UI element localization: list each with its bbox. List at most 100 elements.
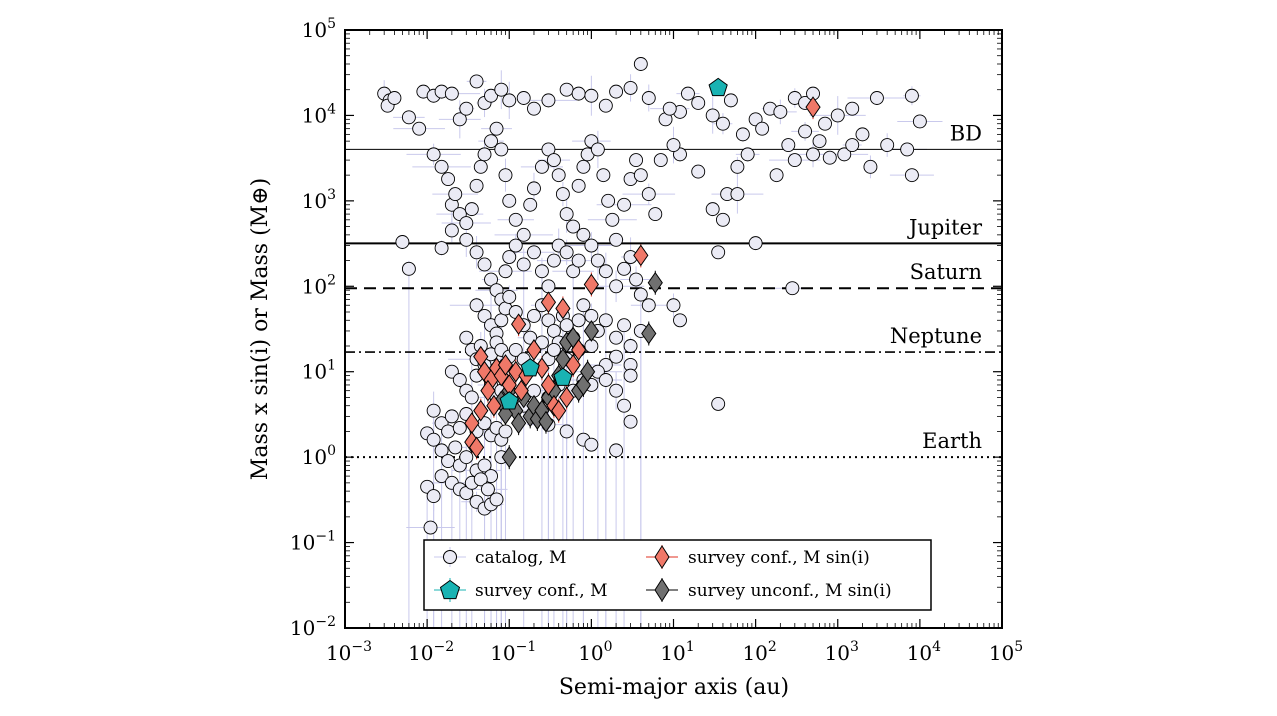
survey-conf-msini-point	[559, 386, 575, 409]
catalog-point	[845, 138, 860, 153]
legend-label: catalog, M	[475, 548, 566, 568]
catalog-point	[477, 257, 492, 272]
legend-marker-circle	[443, 550, 457, 564]
survey-conf-m-point	[520, 358, 540, 377]
catalog-point	[633, 168, 648, 183]
catalog-point	[541, 279, 556, 294]
legend-marker-diamond	[654, 578, 670, 602]
catalog-point	[584, 437, 599, 452]
catalog-point	[785, 281, 800, 296]
y-tick-label: 102	[302, 272, 336, 298]
catalog-point	[434, 241, 449, 256]
legend-label: survey conf., M sin(i)	[688, 548, 870, 568]
catalog-point	[711, 245, 726, 260]
catalog-point	[755, 121, 770, 136]
reference-label: Saturn	[910, 260, 982, 284]
catalog-point	[559, 424, 574, 439]
catalog-point	[477, 147, 492, 162]
legend-entry-survey-conf-m: survey conf., M	[434, 578, 607, 602]
catalog-point	[584, 238, 599, 253]
catalog-point	[551, 168, 566, 183]
legend-box	[423, 539, 932, 611]
survey-conf-msini-point	[510, 313, 527, 336]
catalog-point	[494, 142, 509, 157]
catalog-point	[715, 212, 730, 227]
catalog-point	[590, 142, 605, 157]
catalog-point	[459, 330, 474, 345]
catalog-point	[401, 110, 416, 125]
catalog-point	[441, 172, 456, 186]
catalog-point	[434, 159, 449, 174]
catalog-point	[633, 57, 648, 71]
survey-conf-msini-point	[468, 436, 485, 459]
catalog-point	[555, 187, 570, 202]
catalog-point	[434, 469, 449, 484]
catalog-point	[830, 108, 845, 123]
catalog-point	[473, 159, 488, 174]
catalog-point	[598, 373, 613, 387]
catalog-point	[617, 197, 632, 212]
catalog-point	[452, 112, 467, 127]
catalog-point	[508, 342, 523, 357]
catalog-point	[715, 116, 730, 131]
catalog-point	[452, 373, 467, 387]
catalog-point	[666, 298, 681, 313]
legend-marker-diamond	[654, 545, 670, 569]
catalog-point	[426, 147, 441, 162]
x-axis-label: Semi-major axis (au)	[559, 675, 789, 700]
catalog-point	[787, 153, 802, 168]
survey-conf-m-point	[553, 367, 573, 386]
catalog-point	[869, 91, 884, 105]
catalog-point	[653, 153, 668, 168]
catalog-point	[423, 520, 438, 535]
catalog-point	[498, 424, 513, 439]
survey-conf-msini-point	[526, 339, 542, 361]
catalog-point	[648, 207, 663, 222]
catalog-point	[837, 147, 852, 162]
survey-unconf-point	[538, 410, 554, 433]
survey-conf-msini-point	[540, 291, 557, 314]
legend-marker-pentagon	[439, 579, 461, 600]
catalog-point	[735, 127, 750, 142]
catalog-point	[609, 84, 624, 99]
catalog-point	[459, 450, 474, 465]
catalog-point	[559, 82, 574, 97]
survey-conf-msini-point	[497, 354, 514, 376]
catalog-point	[711, 396, 726, 411]
x-tick-label: 103	[825, 639, 859, 665]
catalog-point	[502, 250, 517, 264]
catalog-point	[401, 261, 416, 276]
catalog-point	[444, 86, 459, 101]
catalog-point	[546, 324, 561, 338]
y-tick-label: 10−2	[290, 614, 336, 640]
catalog-point	[641, 298, 656, 313]
catalog-point	[534, 159, 549, 174]
catalog-point	[559, 207, 574, 222]
catalog-point	[412, 121, 427, 136]
catalog-point	[571, 86, 586, 101]
catalog-point	[584, 88, 599, 103]
survey-conf-msini-point	[551, 399, 567, 422]
catalog-point	[395, 235, 410, 249]
catalog-point	[459, 232, 474, 247]
catalog-point	[723, 93, 738, 108]
x-tick-label: 10−2	[408, 639, 454, 665]
catalog-point	[601, 193, 616, 208]
catalog-point	[904, 168, 919, 183]
catalog-point	[484, 134, 498, 149]
catalog-point	[498, 264, 513, 279]
legend-entry-survey-conf-msini: survey conf., M sin(i)	[646, 545, 870, 569]
catalog-point	[459, 101, 474, 116]
catalog-point	[691, 164, 706, 179]
survey-unconf-point	[641, 322, 657, 345]
catalog-point	[798, 124, 813, 139]
catalog-point	[812, 134, 827, 149]
catalog-point	[489, 121, 504, 136]
catalog-point	[441, 424, 456, 439]
catalog-point	[502, 93, 517, 108]
catalog-point	[598, 313, 613, 328]
catalog-point	[691, 95, 706, 110]
catalog-point	[516, 227, 531, 242]
catalog-point	[748, 236, 763, 251]
